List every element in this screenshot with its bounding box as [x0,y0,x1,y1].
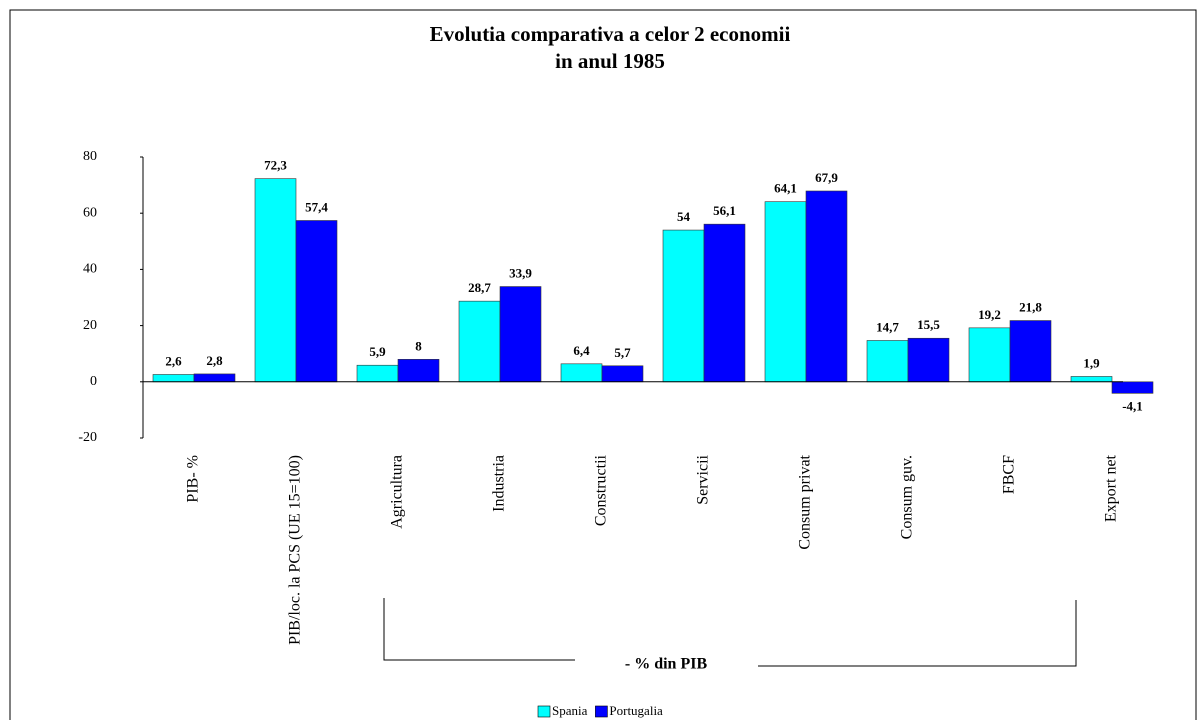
bar [805,190,848,383]
bar [499,286,542,383]
chart-subtitle: in anul 1985 [555,49,665,73]
x-tick-label: Constructii [593,454,610,526]
y-tick-label: 0 [90,374,97,389]
data-label: 67,9 [815,170,838,185]
bar [907,337,950,383]
bar [193,373,236,383]
x-tick-label: FBCF [1001,455,1018,494]
data-label: 8 [415,338,422,353]
data-label: 64,1 [774,181,797,196]
bracket-right [758,600,1077,667]
bar [662,229,705,383]
annotation: - % din PIB [625,656,708,673]
y-tick-label: -20 [78,430,97,445]
data-label: 72,3 [264,158,287,173]
data-label: 6,4 [573,343,590,358]
bracket-left [383,598,575,661]
data-label: 14,7 [876,319,899,334]
x-tick-label: Industria [491,455,508,512]
legend-swatch [537,705,551,718]
bar [703,223,746,383]
bar [254,178,297,383]
data-label: 57,4 [305,199,328,214]
bar [601,365,644,383]
data-label: -4,1 [1122,398,1143,413]
x-tick-label: Servicii [695,454,712,504]
data-label: 33,9 [509,266,532,281]
y-tick-label: 60 [83,205,97,220]
bar [968,327,1011,383]
bar [295,220,338,383]
legend-label: Portugalia [609,703,663,718]
data-label: 1,9 [1083,355,1100,370]
data-label: 21,8 [1019,300,1042,315]
data-label: 54 [677,209,691,224]
bar [458,300,501,383]
bar [866,340,909,383]
legend-swatch [595,705,608,718]
chart-title: Evolutia comparativa a celor 2 economii [430,22,791,46]
bar [1111,381,1154,394]
bar [764,201,807,383]
y-tick-label: 40 [83,262,97,277]
bar [1070,376,1113,383]
bar [152,374,195,383]
y-tick-label: 20 [83,318,97,333]
bar [1009,320,1052,383]
x-tick-label: PIB- % [185,455,202,503]
legend-label: Spania [552,703,588,718]
x-tick-label: Export net [1103,454,1120,522]
x-tick-label: Consum guv. [899,455,916,539]
bar [560,363,603,383]
data-label: 5,9 [369,344,386,359]
data-label: 2,6 [165,353,182,368]
data-label: 2,8 [206,353,223,368]
y-tick-label: 80 [83,149,97,164]
bar [397,359,440,383]
data-label: 19,2 [978,307,1001,322]
x-tick-label: PIB/loc. la PCS (UE 15=100) [287,455,304,645]
x-tick-label: Consum privat [797,454,814,549]
x-tick-label: Agricultura [389,455,406,529]
data-label: 5,7 [614,345,631,360]
bar [356,364,399,383]
data-label: 56,1 [713,203,736,218]
data-label: 15,5 [917,317,940,332]
data-label: 28,7 [468,280,491,295]
